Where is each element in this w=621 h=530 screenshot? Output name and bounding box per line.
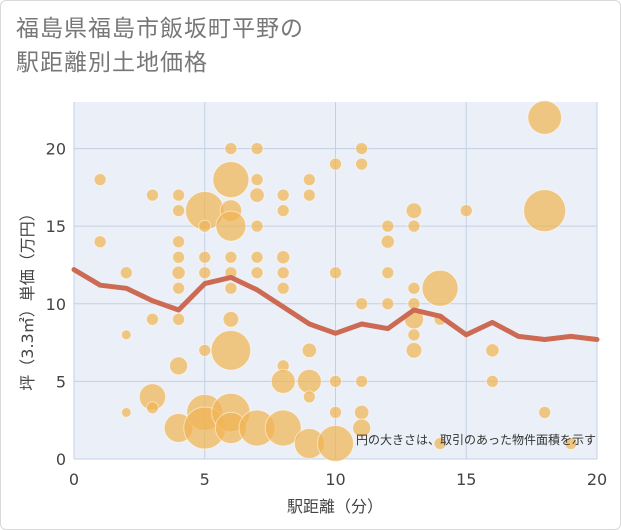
data-point[interactable] — [270, 368, 296, 394]
data-point[interactable] — [317, 424, 354, 462]
data-point[interactable] — [172, 281, 186, 295]
data-point[interactable] — [93, 173, 107, 187]
data-point[interactable] — [198, 343, 212, 357]
x-tick-label: 10 — [325, 470, 345, 489]
x-tick-labels: 0 5 10 15 20 — [69, 470, 607, 489]
data-point[interactable] — [121, 407, 132, 418]
data-point[interactable] — [276, 250, 291, 265]
y-tick-label: 0 — [56, 450, 66, 469]
x-tick-label: 5 — [200, 470, 210, 489]
data-point[interactable] — [198, 266, 212, 280]
data-point[interactable] — [250, 142, 264, 156]
data-point[interactable] — [352, 418, 372, 438]
data-point[interactable] — [381, 266, 395, 280]
y-tick-labels: 0 5 10 15 20 — [46, 140, 66, 469]
data-point[interactable] — [121, 329, 132, 341]
data-point[interactable] — [355, 157, 369, 171]
data-point[interactable] — [276, 266, 290, 280]
data-point[interactable] — [224, 142, 238, 156]
data-point[interactable] — [301, 342, 318, 359]
data-point[interactable] — [302, 173, 316, 187]
data-point[interactable] — [222, 311, 240, 328]
data-point[interactable] — [433, 436, 447, 450]
data-point[interactable] — [249, 187, 265, 203]
data-point[interactable] — [250, 173, 264, 187]
x-tick-label: 20 — [587, 470, 607, 489]
data-point[interactable] — [172, 312, 186, 326]
x-tick-label: 15 — [456, 470, 476, 489]
data-point[interactable] — [171, 265, 186, 280]
data-point[interactable] — [407, 219, 421, 233]
data-point[interactable] — [224, 250, 238, 264]
data-point[interactable] — [212, 161, 250, 199]
size-annotation: 円の大きさは、取引のあった物件面積を示す — [356, 432, 596, 447]
data-point[interactable] — [355, 374, 369, 388]
data-point[interactable] — [172, 204, 186, 218]
y-tick-label: 10 — [46, 295, 66, 314]
data-point[interactable] — [485, 374, 499, 388]
data-point[interactable] — [198, 219, 212, 233]
data-point[interactable] — [538, 405, 552, 419]
data-point[interactable] — [381, 297, 395, 311]
data-point[interactable] — [329, 374, 342, 388]
data-point[interactable] — [329, 157, 342, 171]
data-point[interactable] — [210, 330, 252, 371]
data-point[interactable] — [380, 234, 395, 249]
chart-title-line2: 駅距離別土地価格 — [16, 50, 208, 76]
data-point[interactable] — [485, 343, 500, 358]
data-point[interactable] — [302, 188, 316, 202]
data-point[interactable] — [215, 210, 247, 242]
data-point[interactable] — [250, 219, 264, 233]
data-point[interactable] — [296, 368, 322, 394]
data-point[interactable] — [329, 266, 342, 280]
data-point[interactable] — [198, 250, 212, 264]
data-point[interactable] — [353, 404, 370, 421]
chart-title: 福島県福島市飯坂町平野の 駅距離別土地価格 — [16, 12, 304, 80]
data-point[interactable] — [276, 281, 290, 295]
data-point[interactable] — [169, 356, 189, 376]
data-point[interactable] — [145, 188, 159, 202]
data-point[interactable] — [523, 189, 567, 233]
data-point[interactable] — [459, 204, 473, 218]
chart-title-line1: 福島県福島市飯坂町平野の — [16, 16, 304, 42]
data-point[interactable] — [145, 312, 159, 326]
data-point[interactable] — [527, 100, 563, 135]
data-point[interactable] — [405, 202, 423, 219]
data-point[interactable] — [407, 281, 421, 295]
data-point[interactable] — [224, 281, 238, 295]
data-point[interactable] — [329, 405, 342, 419]
data-point[interactable] — [302, 390, 316, 404]
y-tick-label: 15 — [46, 217, 66, 236]
data-point[interactable] — [172, 235, 186, 249]
x-tick-label: 0 — [69, 470, 79, 489]
data-point[interactable] — [405, 342, 423, 359]
x-axis-title: 駅距離（分） — [287, 497, 383, 516]
data-point[interactable] — [264, 409, 302, 447]
data-point[interactable] — [276, 188, 290, 202]
gridlines — [73, 102, 598, 460]
data-point[interactable] — [145, 401, 159, 415]
data-point[interactable] — [250, 266, 264, 280]
data-point[interactable] — [119, 266, 133, 280]
data-point[interactable] — [407, 328, 421, 342]
data-point[interactable] — [172, 188, 186, 202]
data-point[interactable] — [172, 250, 186, 264]
data-point[interactable] — [276, 204, 290, 218]
data-point[interactable] — [564, 436, 578, 450]
y-tick-label: 5 — [56, 372, 66, 391]
data-point[interactable] — [250, 250, 264, 264]
y-tick-label: 20 — [46, 140, 66, 159]
data-point[interactable] — [93, 235, 107, 249]
y-axis-title: 坪（3.3㎡）単価（万円） — [18, 205, 37, 390]
data-point[interactable] — [421, 269, 459, 307]
data-point[interactable] — [381, 219, 395, 233]
data-point[interactable] — [355, 297, 369, 311]
data-point[interactable] — [355, 142, 369, 156]
trend-line — [71, 267, 600, 342]
